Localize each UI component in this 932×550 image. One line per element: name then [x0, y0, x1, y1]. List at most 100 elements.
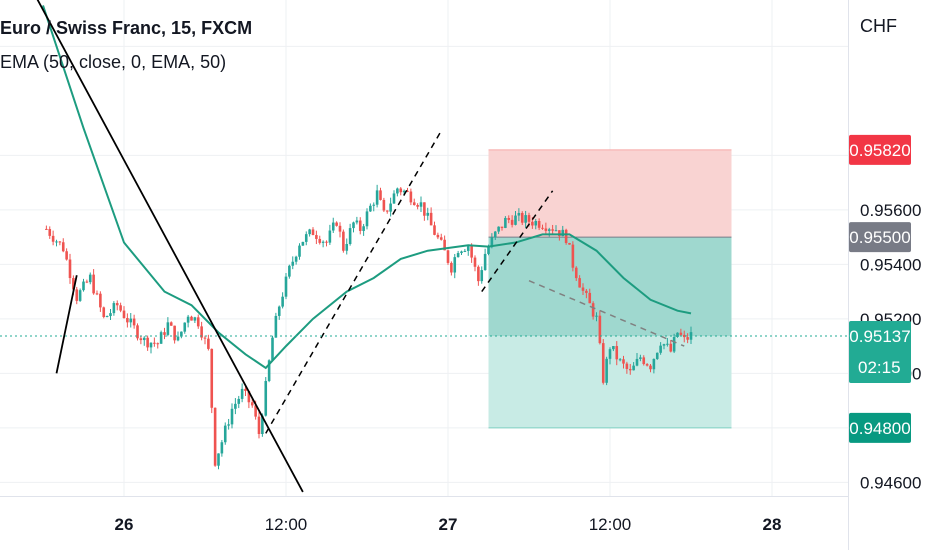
candle-body	[645, 364, 649, 366]
candle-body	[628, 368, 632, 371]
current-price-badge	[849, 321, 911, 384]
candle-body	[385, 210, 389, 212]
candle-body	[294, 256, 298, 262]
candle-body	[149, 342, 153, 348]
time-axis-bg	[0, 496, 848, 550]
candle-body	[500, 226, 504, 228]
candle-body	[581, 287, 585, 291]
symbol-title[interactable]: Euro / Swiss Franc, 15, FXCM	[0, 18, 253, 38]
candle-body	[423, 202, 426, 216]
candle-body	[196, 317, 200, 327]
candle-body	[365, 211, 369, 227]
candle-body	[520, 212, 524, 223]
target-price-label: 0.94800	[849, 419, 910, 438]
candle-body	[136, 325, 139, 339]
candle-body	[304, 234, 308, 242]
candle-body	[429, 212, 433, 226]
candle-body	[48, 229, 52, 236]
candle-body	[372, 204, 376, 206]
ema-line	[42, 5, 692, 370]
candle-body	[362, 226, 365, 231]
candle-body	[389, 203, 392, 212]
time-tick-label: 26	[115, 515, 134, 534]
ema-indicator-label[interactable]: EMA (50, close, 0, EMA, 50)	[0, 52, 227, 72]
candle-body	[527, 215, 531, 222]
candle-body	[311, 229, 315, 236]
candle-body	[72, 278, 75, 290]
dashed-trendline	[265, 130, 442, 434]
candle-body	[132, 318, 136, 326]
candle-body	[331, 222, 335, 231]
candle-body	[618, 359, 622, 361]
candle-body	[375, 190, 379, 205]
short-position-tool[interactable]	[488, 149, 732, 429]
candle-body	[355, 220, 359, 223]
candle-body	[605, 358, 608, 383]
candle-body	[335, 222, 338, 226]
candle-body	[551, 229, 554, 231]
candle-body	[686, 337, 689, 340]
candle-body	[436, 234, 440, 238]
candle-body	[186, 316, 190, 323]
candle-body	[200, 326, 203, 338]
candle-body	[480, 270, 484, 282]
candle-body	[574, 267, 578, 279]
candle-body	[568, 243, 571, 245]
candle-body	[55, 241, 58, 243]
candle-body	[466, 246, 470, 251]
open-profit-zone	[488, 237, 732, 337]
candle-body	[595, 315, 598, 317]
candle-body	[554, 230, 558, 232]
candle-body	[122, 310, 126, 318]
candle-body	[58, 241, 62, 243]
drawn-trendlines[interactable]	[36, 0, 685, 493]
candle-body	[639, 357, 642, 359]
candle-body	[142, 337, 146, 341]
candle-body	[456, 253, 460, 258]
candle-body	[213, 407, 217, 466]
candle-body	[298, 245, 301, 257]
candle-body	[473, 257, 477, 267]
candle-body	[223, 425, 227, 443]
candle-body	[173, 325, 176, 341]
candle-body	[649, 365, 652, 370]
candle-body	[615, 346, 619, 360]
candle-body	[369, 205, 372, 212]
current-price-label: 0.95137	[849, 327, 910, 346]
candle-body	[115, 303, 119, 306]
candle-body	[672, 336, 676, 352]
candle-body	[92, 274, 95, 294]
candle-body	[443, 239, 446, 251]
candle-body	[402, 190, 406, 193]
candle-body	[534, 221, 538, 226]
candle-body	[477, 266, 480, 282]
candle-body	[517, 212, 521, 216]
candle-body	[490, 237, 494, 248]
candle-body	[203, 337, 207, 339]
candle-body	[345, 244, 349, 251]
candle-body	[321, 241, 325, 243]
stop-price-badge	[849, 134, 911, 165]
candle-body	[338, 225, 342, 232]
candle-body	[379, 190, 382, 200]
candle-body	[153, 342, 156, 344]
candle-body	[45, 228, 48, 230]
candle-body	[220, 442, 224, 454]
candle-body	[676, 332, 679, 337]
candle-body	[504, 217, 507, 228]
candle-body	[126, 317, 129, 323]
candle-body	[207, 338, 210, 349]
candle-body	[493, 231, 497, 238]
candle-body	[601, 343, 605, 383]
candle-body	[240, 388, 244, 399]
candle-body	[470, 246, 473, 258]
candle-body	[669, 343, 673, 352]
candle-body	[524, 215, 527, 223]
candle-body	[180, 331, 183, 337]
candle-body	[497, 226, 500, 232]
currency-label: CHF	[860, 16, 897, 36]
candle-body	[679, 332, 683, 335]
candle-body	[399, 188, 403, 193]
candle-body	[78, 290, 82, 301]
